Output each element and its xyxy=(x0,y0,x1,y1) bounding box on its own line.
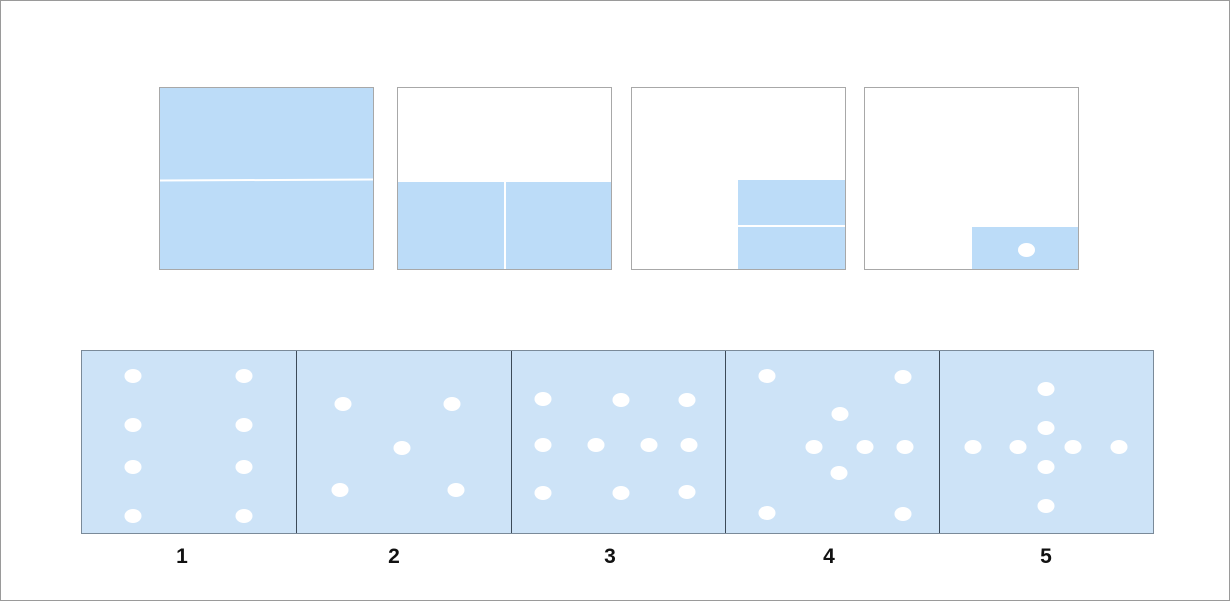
dot xyxy=(805,440,823,454)
panel-divider xyxy=(511,351,512,533)
dot xyxy=(678,485,696,499)
horizontal-split-line xyxy=(738,225,845,227)
dot xyxy=(1037,421,1055,435)
dot xyxy=(124,418,142,432)
dot xyxy=(124,509,142,523)
vertical-split-line xyxy=(504,182,506,269)
panel-divider xyxy=(725,351,726,533)
dot xyxy=(831,407,849,421)
sequence-square-2 xyxy=(397,87,612,270)
sequence-square-3 xyxy=(631,87,846,270)
dot xyxy=(680,438,698,452)
dot xyxy=(235,509,253,523)
dot xyxy=(1110,440,1128,454)
dot xyxy=(1037,382,1055,396)
option-label-4: 4 xyxy=(823,545,835,568)
option-label-3: 3 xyxy=(604,545,616,568)
dot xyxy=(334,397,352,411)
dot xyxy=(331,483,349,497)
dot xyxy=(896,440,914,454)
dot xyxy=(447,483,465,497)
white-dot xyxy=(1018,243,1035,257)
panel-divider xyxy=(296,351,297,533)
dot xyxy=(534,486,552,500)
sequence-square-1 xyxy=(159,87,374,270)
dot xyxy=(612,486,630,500)
sequence-square-4 xyxy=(864,87,1079,270)
dot xyxy=(1037,460,1055,474)
dot xyxy=(534,392,552,406)
dot xyxy=(587,438,605,452)
option-label-1: 1 xyxy=(176,545,188,568)
dot xyxy=(1064,440,1082,454)
dot xyxy=(894,370,912,384)
dot xyxy=(758,506,776,520)
dot xyxy=(1037,499,1055,513)
option-panel-1[interactable] xyxy=(82,351,296,533)
dot xyxy=(235,460,253,474)
dot xyxy=(534,438,552,452)
dot xyxy=(235,369,253,383)
dot xyxy=(678,393,696,407)
dot xyxy=(830,466,848,480)
shaded-region xyxy=(738,180,845,269)
dot xyxy=(1009,440,1027,454)
dot xyxy=(124,460,142,474)
answer-options-strip xyxy=(81,350,1154,534)
dot xyxy=(235,418,253,432)
dot xyxy=(443,397,461,411)
panel-divider xyxy=(939,351,940,533)
dot xyxy=(640,438,658,452)
option-label-5: 5 xyxy=(1040,545,1052,568)
dot xyxy=(612,393,630,407)
dot xyxy=(393,441,411,455)
dot xyxy=(964,440,982,454)
dot xyxy=(758,369,776,383)
dot xyxy=(124,369,142,383)
dot xyxy=(894,507,912,521)
option-label-2: 2 xyxy=(388,545,400,568)
dot xyxy=(856,440,874,454)
